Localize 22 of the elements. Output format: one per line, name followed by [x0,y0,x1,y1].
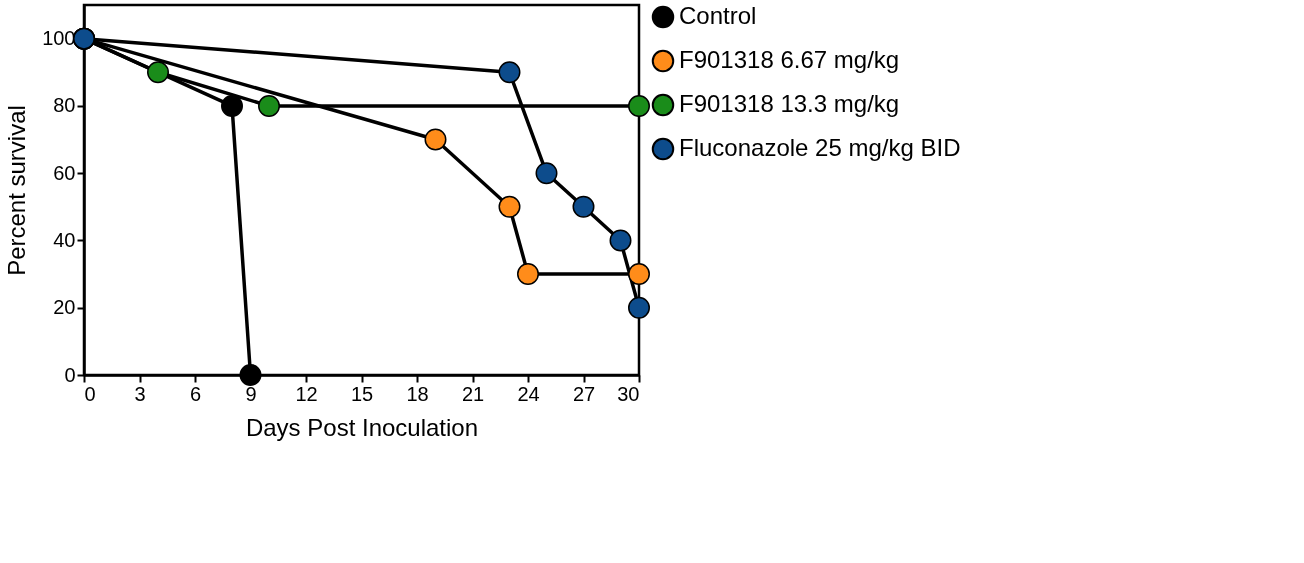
x-tick-label: 21 [461,382,485,405]
legend-label: Control [679,2,757,29]
x-tick-label: 24 [517,382,540,405]
y-tick-label: 60 [53,161,76,184]
x-tick-label: 27 [572,382,596,405]
x-tick-label: 9 [245,382,257,405]
y-tick-label: 20 [53,296,76,319]
x-tick-label: 18 [406,382,429,405]
legend-label: F901318 13.3 mg/kg [679,90,900,117]
y-tick-label: 80 [53,94,76,117]
x-tick-label: 12 [295,382,318,405]
x-axis-title: Days Post Inoculation [245,413,479,441]
y-tick-label: 0 [64,363,76,386]
y-tick-label: 40 [53,228,76,251]
legend-label: Fluconazole 25 mg/kg BID [679,134,961,161]
x-tick-label: 30 [617,382,640,405]
x-tick-label: 6 [189,382,202,405]
x-tick-label: 0 [84,382,96,405]
x-tick-label: 3 [134,382,146,405]
x-tick-label: 15 [350,382,374,405]
y-axis-title: Percent survival [3,105,31,276]
legend-label: F901318 6.67 mg/kg [679,46,900,73]
